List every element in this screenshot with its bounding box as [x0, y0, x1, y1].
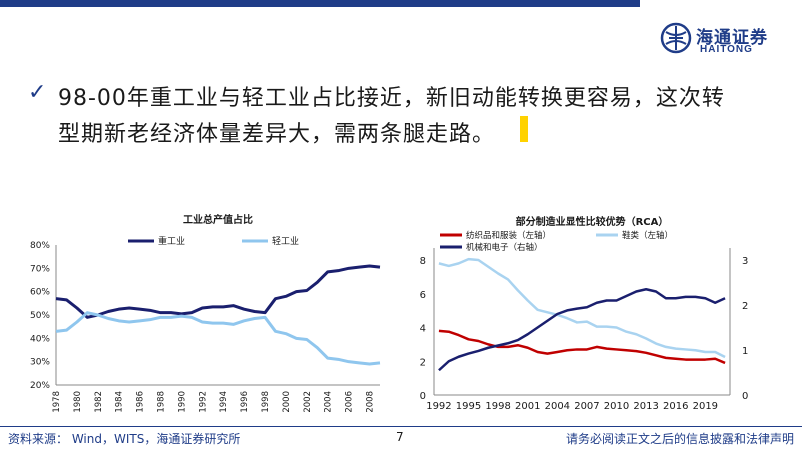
chart1-x-tick-label: 1994: [219, 391, 229, 413]
chart1-x-tick-label: 1978: [52, 391, 62, 413]
chart1-legend-label: 重工业: [158, 235, 185, 247]
chart1-x-tick-label: 1996: [240, 391, 250, 413]
chart1-y-tick-label: 70%: [30, 264, 50, 274]
brand-name-en: HAITONG: [700, 44, 753, 55]
chart2-right-tick-label: 0: [742, 391, 748, 402]
chart2-series-line: [438, 288, 726, 372]
chart1-y-tick-label: 30%: [30, 358, 50, 368]
highlight-cursor-mark: [520, 116, 528, 142]
haitong-logo-icon: [660, 22, 692, 54]
footer-divider: [0, 426, 802, 427]
industrial-output-share-chart: 工业总产值占比 80% 70% 60% 50% 40% 30% 20%1978 1980 1982…: [30, 213, 381, 413]
chart1-x-tick-label: 2004: [324, 391, 334, 413]
chart1-x-tick-label: 2002: [303, 391, 313, 413]
chart2-title: 部分制造业显性比较优势（RCA）: [516, 215, 669, 228]
chart2-left-tick-label: 8: [420, 256, 426, 267]
chart1-x-tick-label: 1992: [198, 391, 208, 413]
chart2-right-tick-label: 1: [742, 346, 748, 357]
headline-line-2: 型期新老经济体量差异大，需两条腿走路。: [58, 122, 496, 147]
chart2-right-tick-label: 3: [742, 256, 748, 267]
footer-source: 资料来源： Wind，WITS，海通证券研究所: [8, 432, 241, 446]
chart2-left-tick-label: 6: [420, 290, 426, 301]
chart1-title: 工业总产值占比: [183, 213, 253, 226]
chart2-x-tick-label: 1995: [456, 401, 481, 412]
chart1-x-tick-label: 2000: [282, 391, 292, 413]
chart2-x-tick-label: 2007: [574, 401, 599, 412]
chart1-y-tick-label: 50%: [30, 311, 50, 321]
footer-disclaimer: 请务必阅读正文之后的信息披露和法律声明: [565, 432, 794, 446]
chart1-x-tick-label: 2006: [345, 391, 355, 413]
chart1-x-tick-label: 1986: [136, 391, 146, 413]
chart2-left-tick-label: 0: [420, 391, 426, 402]
chart2-x-tick-label: 2019: [693, 401, 718, 412]
chart1-series-line: [55, 311, 381, 366]
chart1-x-tick-label: 2008: [366, 391, 376, 413]
chart1-x-tick-label: 1990: [177, 391, 187, 413]
chart2-x-tick-label: 1992: [426, 401, 451, 412]
headline-line-1: 98-00年重工业与轻工业占比接近，新旧动能转换更容易，这次转: [58, 86, 725, 111]
top-accent-bar: [0, 0, 640, 7]
chart2-x-tick-label: 1998: [485, 401, 510, 412]
chart2-x-tick-label: 2001: [515, 401, 540, 412]
chart2-legend-label: 鞋类（左轴）: [622, 230, 673, 241]
chart1-legend-label: 轻工业: [272, 235, 299, 247]
chart2-series-line: [438, 329, 726, 365]
chart1-y-tick-label: 40%: [30, 334, 50, 344]
chart2-x-tick-label: 2010: [604, 401, 629, 412]
chart2-legend-label: 机械和电子（右轴）: [466, 242, 543, 253]
chart2-legend-label: 纺织品和服装（左轴）: [466, 230, 551, 241]
chart1-x-tick-label: 1982: [94, 391, 104, 413]
chart1-x-tick-label: 1998: [261, 391, 271, 413]
chart2-x-tick-label: 2013: [633, 401, 658, 412]
page-number: 7: [396, 430, 404, 444]
brand-logo: 海通证券 HAITONG: [660, 22, 800, 56]
chart1-y-tick-label: 80%: [30, 241, 50, 251]
chart2-right-tick-label: 2: [742, 301, 748, 312]
chart2-left-tick-label: 4: [420, 324, 426, 335]
brand-name-cn: 海通证券: [696, 28, 768, 48]
chart2-x-tick-label: 2004: [545, 401, 570, 412]
chart2-left-tick-label: 2: [420, 357, 426, 368]
chart1-y-tick-label: 20%: [30, 381, 50, 391]
chart1-x-tick-label: 1984: [115, 391, 125, 413]
chart1-x-tick-label: 1988: [157, 391, 167, 413]
chart1-y-tick-label: 60%: [30, 288, 50, 298]
chart1-x-tick-label: 1980: [73, 391, 83, 413]
chart2-x-tick-label: 2016: [663, 401, 688, 412]
chart1-series-line: [55, 264, 381, 319]
chart2-series-line: [438, 257, 726, 359]
check-icon: ✓: [28, 80, 47, 105]
